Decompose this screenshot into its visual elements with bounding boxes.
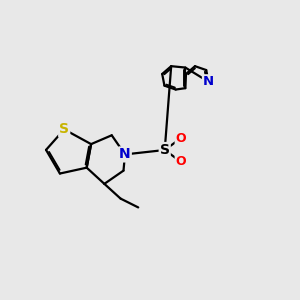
Text: S: S [59, 122, 69, 136]
Text: N: N [119, 147, 131, 161]
Text: N: N [203, 75, 214, 88]
Text: O: O [176, 132, 186, 145]
Text: O: O [176, 155, 186, 168]
Text: S: S [160, 143, 170, 157]
